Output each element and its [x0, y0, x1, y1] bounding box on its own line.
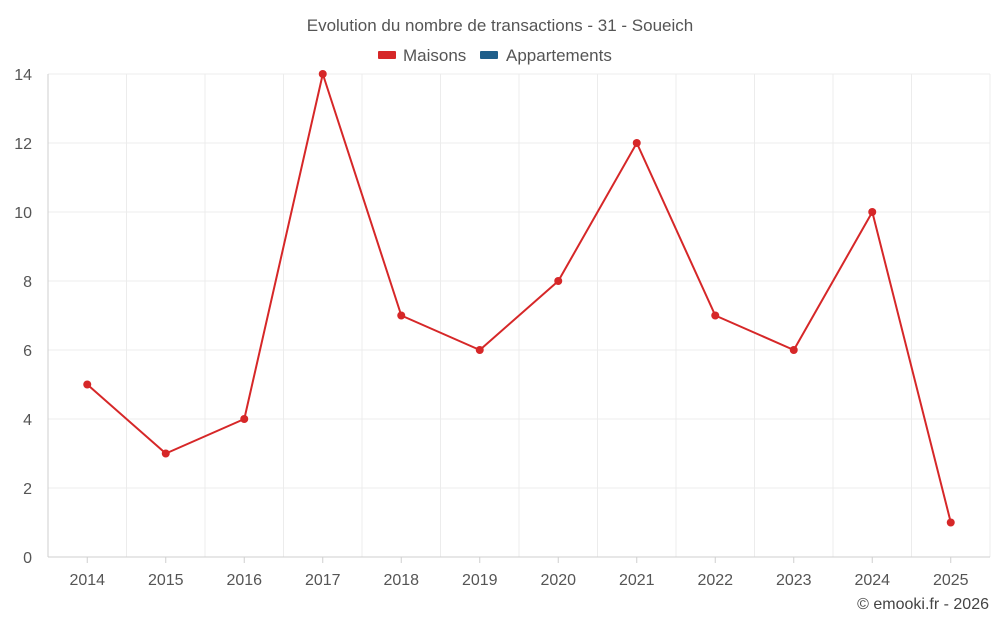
data-point-maisons-2017	[318, 70, 327, 78]
data-point-maisons-2021	[632, 139, 641, 147]
x-tick-label: 2019	[462, 572, 498, 589]
y-tick-label: 14	[14, 67, 32, 84]
legend-swatch-maisons[interactable]	[378, 51, 396, 59]
y-tick-label: 10	[14, 205, 32, 222]
legend: Maisons Appartements	[378, 46, 612, 65]
y-tick-label: 0	[23, 550, 32, 567]
x-tick-label: 2025	[933, 572, 969, 589]
y-tick-label: 2	[23, 481, 32, 498]
legend-label-maisons[interactable]: Maisons	[403, 46, 466, 65]
x-tick-label: 2018	[383, 572, 419, 589]
x-tick-label: 2017	[305, 572, 341, 589]
data-point-maisons-2019	[475, 346, 484, 354]
series-line-maisons	[86, 73, 952, 523]
data-point-maisons-2014	[83, 380, 92, 389]
axes: 0 2 4 6 8 10 12 14 2014 2015 2016 2017 2018 2019 2020 2…	[14, 67, 990, 589]
y-tick-label: 6	[23, 343, 32, 360]
x-tick-label: 2024	[854, 572, 890, 589]
x-tick-label: 2014	[69, 572, 105, 589]
y-tick-label: 12	[14, 136, 32, 153]
data-point-maisons-2022	[711, 311, 720, 320]
y-tick-label: 4	[23, 412, 32, 429]
y-tick-label: 8	[23, 274, 32, 291]
series-layer	[83, 70, 955, 527]
data-point-maisons-2015	[161, 449, 170, 458]
data-point-maisons-2023	[789, 346, 798, 354]
credit-text: © emooki.fr - 2026	[857, 596, 989, 613]
data-point-maisons-2024	[868, 208, 877, 216]
x-tick-label: 2020	[540, 572, 576, 589]
chart-title: Evolution du nombre de transactions - 31…	[307, 16, 694, 35]
x-tick-label: 2022	[697, 572, 733, 589]
data-point-maisons-2025	[946, 518, 955, 527]
x-tick-label: 2015	[148, 572, 184, 589]
x-tick-label: 2023	[776, 572, 812, 589]
data-point-maisons-2020	[554, 277, 563, 285]
x-tick-label: 2016	[226, 572, 262, 589]
x-tick-label: 2021	[619, 572, 655, 589]
legend-swatch-appartements[interactable]	[480, 51, 498, 59]
legend-label-appartements[interactable]: Appartements	[506, 46, 612, 65]
data-point-maisons-2018	[397, 311, 406, 320]
data-point-maisons-2016	[240, 415, 249, 423]
